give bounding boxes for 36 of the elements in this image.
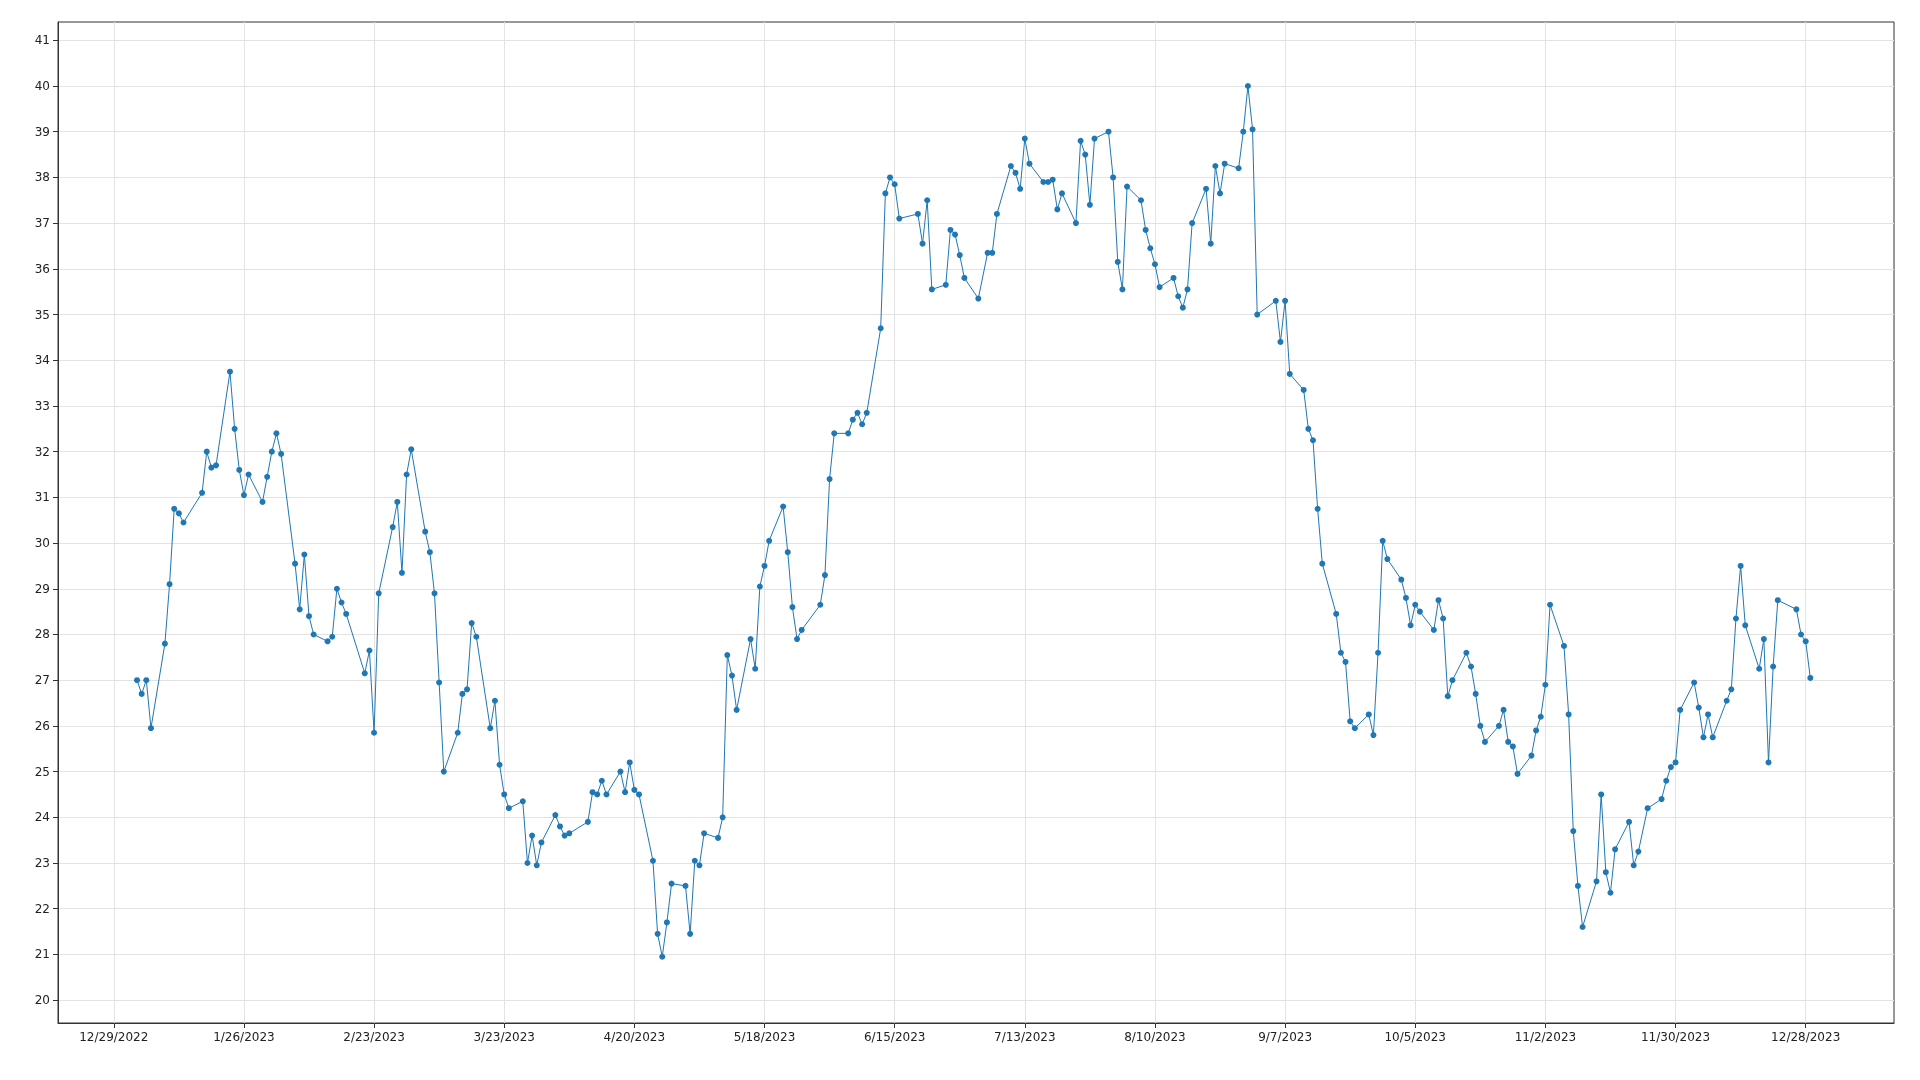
x-tick-label: 12/29/2022	[79, 1030, 149, 1044]
y-tick-label: 40	[34, 78, 50, 93]
x-tick-label: 3/23/2023	[473, 1030, 535, 1044]
y-tick-label: 29	[34, 581, 50, 596]
y-tick-label: 39	[34, 124, 50, 139]
x-tick-label: 7/13/2023	[994, 1030, 1056, 1044]
x-tick-label: 12/28/2023	[1771, 1030, 1841, 1044]
x-tick-label: 8/10/2023	[1124, 1030, 1186, 1044]
x-tick-label: 10/5/2023	[1384, 1030, 1447, 1044]
y-tick-label: 23	[34, 856, 50, 871]
y-tick-label: 21	[34, 947, 50, 962]
y-tick-label: 37	[34, 216, 50, 231]
x-tick-label: 6/15/2023	[863, 1030, 926, 1044]
y-tick-label: 26	[34, 718, 50, 733]
y-tick-label: 33	[34, 398, 50, 413]
y-tick-label: 27	[34, 673, 50, 688]
x-tick-label: 1/26/2023	[213, 1030, 275, 1044]
y-tick-label: 34	[34, 353, 50, 368]
x-tick-label: 11/2/2023	[1514, 1030, 1577, 1044]
y-tick-label: 30	[34, 536, 50, 551]
y-tick-label: 20	[34, 993, 50, 1008]
y-tick-label: 35	[34, 307, 50, 322]
x-tick-label: 11/30/2023	[1640, 1030, 1711, 1044]
y-tick-label: 38	[34, 170, 50, 185]
y-tick-label: 31	[34, 490, 50, 505]
y-tick-label: 32	[34, 444, 50, 459]
y-tick-label: 24	[34, 810, 50, 825]
x-tick-label: 4/20/2023	[603, 1030, 666, 1044]
y-tick-label: 41	[34, 33, 50, 48]
y-tick-label: 28	[34, 627, 50, 642]
x-tick-label: 2/23/2023	[343, 1030, 405, 1044]
y-tick-label: 25	[34, 764, 50, 779]
y-tick-label: 22	[34, 901, 50, 916]
x-tick-label: 9/7/2023	[1258, 1030, 1313, 1044]
x-tick-label: 5/18/2023	[733, 1030, 796, 1044]
y-tick-label: 36	[34, 261, 50, 276]
